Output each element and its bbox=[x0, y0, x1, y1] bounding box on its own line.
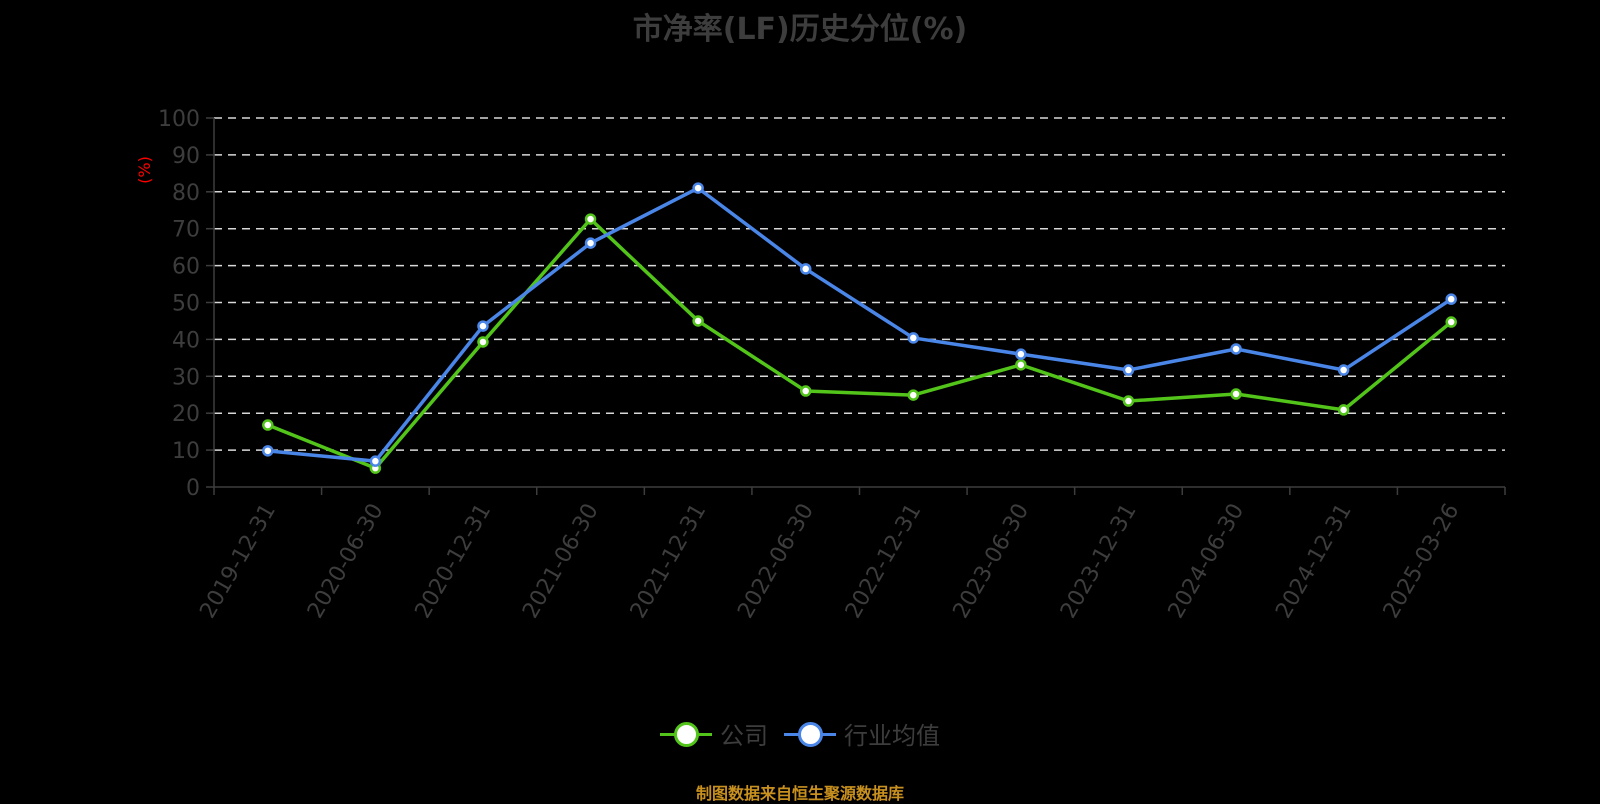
y-tick-label: 20 bbox=[172, 402, 200, 427]
y-tick-label: 10 bbox=[172, 439, 200, 464]
legend-label-industry-average: 行业均值 bbox=[844, 722, 940, 750]
data-point[interactable] bbox=[1015, 348, 1027, 360]
y-tick-label: 30 bbox=[172, 365, 200, 390]
data-point[interactable] bbox=[1445, 316, 1457, 328]
data-point[interactable] bbox=[1337, 364, 1350, 376]
legend-label-company: 公司 bbox=[720, 722, 768, 750]
x-tick-label: 2019-12-31 bbox=[195, 500, 281, 623]
data-point[interactable] bbox=[584, 213, 597, 225]
legend-item-industry-average[interactable]: 行业均值 bbox=[784, 716, 940, 751]
data-point[interactable] bbox=[1015, 359, 1027, 371]
data-point[interactable] bbox=[1122, 364, 1135, 376]
data-point[interactable] bbox=[477, 336, 489, 348]
x-tick-label: 2020-12-31 bbox=[411, 500, 497, 623]
legend-item-company[interactable]: 公司 bbox=[660, 716, 768, 751]
data-point[interactable] bbox=[262, 445, 274, 457]
y-tick-label: 70 bbox=[172, 218, 200, 243]
chart-title: 市净率(LF)历史分位(%) bbox=[632, 12, 968, 47]
x-tick-label: 2022-12-31 bbox=[841, 500, 927, 623]
x-tick-label: 2024-12-31 bbox=[1271, 500, 1357, 623]
gridlines bbox=[214, 117, 1505, 451]
legend-marker-icon bbox=[660, 720, 712, 748]
x-tick-label: 2023-06-30 bbox=[948, 500, 1034, 623]
x-axis-ticks: 2019-12-31 2020-06-30 2020-12-31 2021-06-30… bbox=[195, 487, 1506, 623]
y-tick-label: 60 bbox=[172, 255, 200, 280]
y-axis-ticks: 0 10 20 30 40 50 60 70 80 90 100 bbox=[158, 107, 214, 501]
data-point[interactable] bbox=[262, 419, 274, 431]
y-tick-label: 100 bbox=[158, 107, 200, 132]
data-point[interactable] bbox=[1122, 395, 1135, 407]
series-line-1 bbox=[267, 186, 1453, 463]
data-point[interactable] bbox=[1230, 343, 1242, 355]
data-point[interactable] bbox=[1445, 293, 1457, 305]
x-tick-label: 2021-12-31 bbox=[626, 500, 712, 623]
data-point[interactable] bbox=[369, 455, 382, 467]
y-tick-label: 90 bbox=[172, 144, 200, 169]
data-point[interactable] bbox=[1230, 388, 1242, 400]
x-tick-label: 2025-03-26 bbox=[1379, 500, 1465, 623]
x-tick-label: 2023-12-31 bbox=[1056, 500, 1142, 623]
x-tick-label: 2021-06-30 bbox=[518, 500, 604, 623]
data-point[interactable] bbox=[799, 263, 812, 275]
data-point[interactable] bbox=[584, 237, 597, 249]
data-point[interactable] bbox=[907, 389, 920, 401]
data-point[interactable] bbox=[477, 320, 489, 332]
legend: 公司 行业均值 bbox=[0, 716, 1600, 751]
y-axis-unit-label: (%) bbox=[135, 156, 154, 184]
data-point[interactable] bbox=[692, 315, 704, 327]
legend-marker-icon bbox=[784, 720, 836, 748]
y-tick-label: 80 bbox=[172, 181, 200, 206]
x-tick-label: 2020-06-30 bbox=[303, 500, 389, 623]
data-point[interactable] bbox=[799, 385, 812, 397]
data-point[interactable] bbox=[907, 332, 920, 344]
y-tick-label: 40 bbox=[172, 328, 200, 353]
y-tick-label: 50 bbox=[172, 292, 200, 317]
x-tick-label: 2022-06-30 bbox=[733, 500, 819, 623]
series-line-0 bbox=[267, 217, 1453, 470]
y-tick-label: 0 bbox=[186, 476, 200, 501]
data-series bbox=[262, 182, 1457, 474]
data-point[interactable] bbox=[1337, 404, 1350, 416]
data-source-note: 制图数据来自恒生聚源数据库 bbox=[695, 784, 904, 803]
x-tick-label: 2024-06-30 bbox=[1164, 500, 1250, 623]
data-point[interactable] bbox=[692, 182, 704, 194]
